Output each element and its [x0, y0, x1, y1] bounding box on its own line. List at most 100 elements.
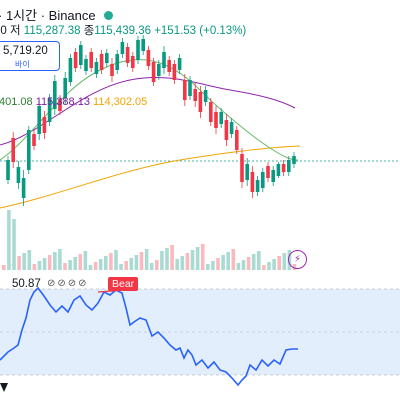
bear-label: Bear — [108, 277, 139, 291]
volume-bar — [165, 248, 169, 270]
volume-bar — [155, 260, 159, 270]
candle-body — [89, 52, 93, 68]
rsi-value: 50.87 — [12, 278, 41, 290]
candle-body — [110, 64, 114, 76]
ohlc-readout: 20 저 115,287.38 종115,439.36 +151.53 (+0.… — [0, 25, 247, 38]
ma-short-value: 401.08 — [0, 96, 33, 108]
volume-bar — [231, 249, 236, 270]
volume-bar — [124, 261, 128, 270]
close-value: 115,439.36 — [94, 25, 151, 37]
candle-body — [37, 106, 41, 134]
volume-bar — [37, 261, 42, 270]
candle-body — [193, 89, 197, 101]
candle-body — [235, 130, 239, 150]
ma-long-line — [0, 145, 301, 209]
candle-body — [172, 64, 177, 80]
volume-bar — [221, 255, 225, 270]
buy-button[interactable]: 5,719.20 바이 — [0, 41, 60, 71]
volume-bar — [93, 262, 98, 270]
volume-bar — [68, 260, 72, 270]
volume-bar — [17, 256, 21, 270]
low-value: 115,287.38 — [23, 25, 81, 37]
volume-bar — [241, 260, 246, 270]
volume-bar — [190, 250, 195, 270]
change-value: +151.53 (+0.13%) — [154, 25, 247, 37]
candle-body — [276, 164, 281, 176]
arrow-marker-icon — [0, 383, 8, 392]
volume-bar — [226, 252, 230, 270]
candle-body — [6, 160, 10, 180]
ma-mid-value: 115,388.13 — [35, 96, 90, 108]
volume-bar — [109, 253, 113, 270]
volume-bar — [22, 253, 26, 270]
candle-body — [214, 112, 218, 128]
volume-bar — [144, 249, 149, 270]
volume-bar — [58, 249, 62, 270]
volume-bar — [236, 263, 241, 270]
volume-bar — [83, 251, 88, 270]
candle-body — [271, 170, 275, 182]
volume-bar — [98, 259, 103, 270]
eye-icon[interactable]: ⊘⊘⊘⊘ — [47, 278, 89, 289]
candle-body — [229, 122, 234, 134]
volume-bar — [88, 265, 93, 270]
volume-series — [2, 210, 297, 270]
candle-body — [255, 180, 260, 192]
candle-body — [250, 172, 255, 192]
candle-body — [203, 90, 208, 102]
candle-body — [131, 56, 135, 68]
bolt-icon[interactable]: ⚡ — [288, 250, 307, 269]
volume-bar — [7, 210, 11, 270]
volume-bar — [282, 253, 287, 270]
candle-body — [63, 78, 67, 98]
volume-bar — [32, 264, 37, 270]
candle-body — [42, 117, 47, 133]
candle-body — [120, 42, 125, 54]
candle-body — [183, 80, 187, 100]
candle-body — [58, 99, 62, 111]
candle-body — [68, 58, 73, 82]
volume-bar — [149, 263, 154, 270]
volume-bar — [170, 245, 174, 270]
volume-bar — [160, 251, 164, 270]
volume-bar — [78, 254, 83, 270]
status-dot-icon — [103, 11, 113, 20]
volume-bar — [42, 258, 47, 270]
candle-body — [99, 54, 104, 70]
candle-body — [224, 120, 229, 140]
candle-body — [84, 59, 88, 71]
volume-bar — [216, 258, 220, 270]
volume-bar — [251, 254, 256, 270]
candle-body — [219, 112, 223, 124]
ma-short-line — [0, 59, 299, 161]
volume-bar — [262, 265, 266, 270]
candle-body — [105, 53, 109, 63]
candle-body — [32, 134, 36, 146]
candle-body — [94, 62, 99, 74]
candle-body — [141, 39, 145, 51]
candle-body — [281, 164, 286, 172]
candle-body — [177, 58, 182, 70]
candle-body — [151, 62, 156, 82]
volume-bar — [63, 263, 67, 270]
candlestick-series — [6, 35, 296, 206]
volume-bar — [185, 253, 190, 270]
volume-bar — [139, 252, 144, 270]
chart-title: · 1시간 · Binance — [0, 9, 113, 22]
candle-body — [47, 98, 52, 122]
candle-body — [125, 47, 130, 63]
candle-body — [136, 40, 140, 60]
close-label: 종 — [83, 25, 95, 37]
candle-body — [188, 80, 192, 96]
candle-body — [209, 102, 213, 122]
candle-body — [79, 45, 83, 65]
candle-body — [115, 54, 119, 70]
ma-long-value: 114,302.05 — [93, 96, 148, 108]
candle-body — [162, 52, 166, 68]
candle-body — [292, 156, 296, 164]
candle-body — [266, 166, 270, 178]
chart-title-text: · 1시간 · Binance — [0, 8, 96, 23]
candle-body — [146, 50, 151, 66]
volume-bar — [73, 257, 77, 270]
